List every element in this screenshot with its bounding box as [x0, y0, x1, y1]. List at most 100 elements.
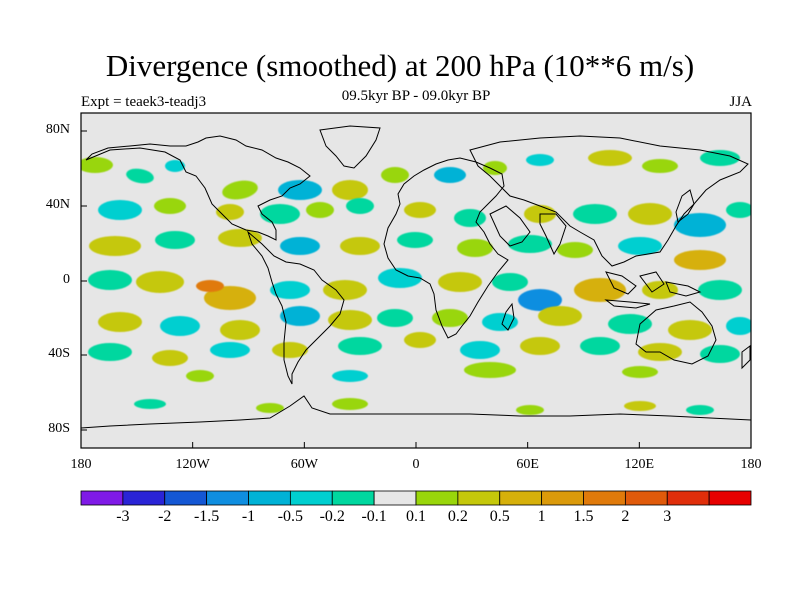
colorbar-label: -0.1 [361, 508, 387, 525]
coastline-asia [469, 135, 749, 267]
longitude-tick-label: 120E [624, 457, 655, 472]
latitude-tick-label: 80S [48, 421, 70, 436]
longitude-tick-label: 120W [175, 457, 210, 472]
divergence-patch [89, 236, 141, 256]
coastline-africa-europe [383, 157, 509, 339]
colorbar-box [206, 490, 249, 506]
divergence-patch [516, 405, 544, 415]
colorbar-box [541, 490, 584, 506]
colorbar-label: 2 [621, 508, 630, 525]
divergence-patch [726, 202, 751, 218]
divergence-patch [81, 157, 113, 173]
divergence-patch [608, 314, 652, 334]
coastline-north-america [85, 135, 311, 241]
divergence-patch [557, 242, 593, 258]
divergence-patch [280, 237, 320, 255]
colorbar-box [248, 490, 291, 506]
divergence-patch [204, 286, 256, 310]
divergence-patch [377, 309, 413, 327]
divergence-patch [196, 280, 224, 292]
divergence-patch [340, 237, 380, 255]
colorbar-box [122, 490, 166, 506]
coastline-south-america [246, 230, 345, 385]
divergence-patch [323, 280, 367, 300]
coastline-madagascar [501, 302, 515, 331]
divergence-patch [492, 273, 528, 291]
divergence-patch [88, 270, 132, 290]
latitude-tick-label: 40N [45, 197, 70, 212]
colorbar-box [499, 490, 543, 506]
coastline-australia [635, 301, 717, 365]
divergence-patch [573, 204, 617, 224]
divergence-patch [88, 343, 132, 361]
latitude-tick-label: 0 [63, 272, 70, 287]
colorbar-label: 3 [663, 508, 672, 525]
divergence-patch [518, 289, 562, 311]
divergence-patch [432, 309, 468, 327]
divergence-patch [280, 306, 320, 326]
divergence-patch [332, 180, 368, 200]
divergence-patch [404, 202, 436, 218]
colorbar-box [583, 490, 626, 506]
colorbar-label: 1 [537, 508, 546, 525]
longitude-tick-label: 0 [412, 457, 420, 472]
coastline-new-zealand [741, 345, 751, 370]
colorbar-box [666, 490, 710, 506]
colorbar-box [331, 490, 375, 506]
divergence-patch [381, 167, 409, 183]
divergence-patch [160, 316, 200, 336]
coastline-antarctica [81, 395, 751, 429]
divergence-patch [434, 167, 466, 183]
divergence-patch [397, 232, 433, 248]
divergence-patch [674, 213, 726, 237]
colorbar-label: -0.5 [277, 508, 304, 525]
divergence-patch [700, 345, 740, 363]
divergence-field [81, 150, 751, 415]
divergence-patch [624, 401, 656, 411]
divergence-patch [628, 203, 672, 225]
divergence-patch [454, 209, 486, 227]
colorbar [80, 490, 752, 506]
divergence-patch [186, 370, 214, 382]
divergence-patch [260, 204, 300, 224]
colorbar-label: -3 [116, 508, 130, 525]
longitude-tick-label: 60E [516, 457, 539, 472]
divergence-patch [338, 337, 382, 355]
divergence-patch [98, 200, 142, 220]
divergence-patch [580, 337, 620, 355]
coastlines [81, 125, 751, 429]
divergence-patch [222, 180, 258, 200]
divergence-patch [668, 320, 712, 340]
divergence-patch [622, 366, 658, 378]
divergence-patch [700, 150, 740, 166]
colorbar-box [708, 490, 752, 506]
divergence-patch [404, 332, 436, 348]
divergence-patch [483, 161, 507, 175]
colorbar-box [415, 490, 459, 506]
divergence-patch [538, 306, 582, 326]
divergence-patch [508, 235, 552, 253]
divergence-patch [98, 312, 142, 332]
divergence-patch [272, 342, 308, 358]
coastline-greenland [319, 125, 381, 169]
divergence-patch [574, 278, 626, 302]
latitude-tick-label: 40S [48, 346, 70, 361]
divergence-patch [332, 398, 368, 410]
colorbar-label: 0.2 [447, 508, 468, 525]
divergence-patch [136, 271, 184, 293]
divergence-patch [126, 168, 154, 184]
longitude-tick-label: 180 [70, 457, 92, 472]
colorbar-box [457, 490, 501, 506]
divergence-patch [464, 362, 516, 378]
divergence-patch [642, 159, 678, 173]
divergence-patch [726, 317, 751, 335]
divergence-patch [256, 403, 284, 413]
latitude-tick-label: 80N [45, 122, 70, 137]
divergence-patch [306, 202, 334, 218]
divergence-patch [642, 281, 678, 299]
colorbar-box [80, 490, 124, 506]
coastline-japan [675, 189, 695, 223]
divergence-patch [152, 350, 188, 366]
divergence-patch [270, 281, 310, 299]
